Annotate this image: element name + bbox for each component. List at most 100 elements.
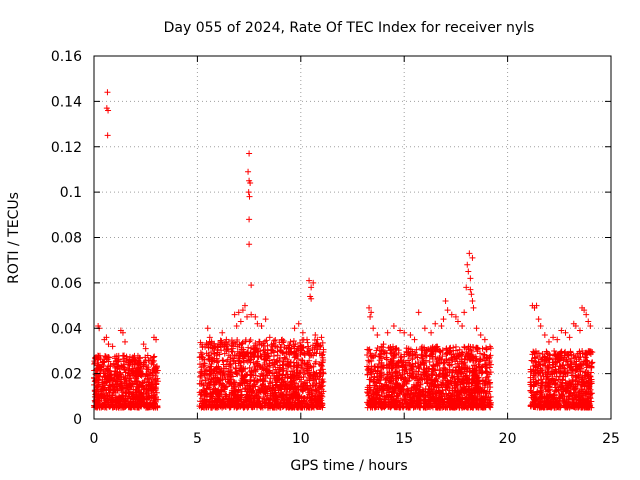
data-point (95, 363, 102, 370)
data-point (136, 398, 143, 405)
data-point (428, 329, 435, 336)
data-point (461, 309, 468, 316)
data-point (122, 338, 129, 345)
data-point (104, 89, 111, 96)
data-point (114, 387, 121, 394)
data-point (100, 358, 107, 365)
data-point (102, 389, 109, 396)
data-point (151, 385, 158, 392)
data-point (101, 376, 108, 383)
data-point (220, 357, 227, 364)
data-point (110, 404, 117, 411)
data-point (100, 402, 107, 409)
data-point (144, 376, 151, 383)
data-point (566, 334, 573, 341)
data-point (95, 373, 102, 380)
data-point (467, 275, 474, 282)
data-point (112, 358, 119, 365)
data-point (154, 378, 161, 385)
data-point (127, 395, 134, 402)
chart-title: Day 055 of 2024, Rate Of TEC Index for r… (164, 20, 535, 36)
data-point (374, 332, 381, 339)
data-point (237, 318, 244, 325)
data-point (464, 261, 471, 268)
data-point (95, 394, 102, 401)
data-point (99, 386, 106, 393)
data-point (477, 332, 484, 339)
data-point (134, 377, 141, 384)
data-point (125, 403, 132, 410)
data-point (262, 316, 269, 323)
data-point (204, 325, 211, 332)
y-tick-label: 0.08 (51, 231, 82, 247)
data-point (91, 378, 98, 385)
y-tick-label: 0.02 (51, 367, 82, 383)
data-point (131, 361, 138, 368)
data-point (150, 361, 157, 368)
y-tick-label: 0.1 (60, 185, 82, 201)
data-point (245, 344, 252, 351)
data-point (105, 354, 112, 360)
data-point (131, 404, 138, 411)
data-point (266, 360, 273, 367)
data-point (153, 369, 160, 376)
data-point (469, 298, 476, 305)
data-point (120, 361, 127, 368)
data-point (145, 404, 152, 411)
data-point (459, 322, 466, 329)
data-point (114, 378, 121, 385)
data-point (113, 396, 120, 403)
data-point (106, 403, 113, 410)
data-point (136, 387, 143, 394)
data-point (246, 193, 253, 200)
data-points (91, 89, 596, 411)
data-point (151, 391, 158, 398)
data-point (147, 354, 154, 361)
data-point (145, 382, 152, 389)
data-point (240, 355, 247, 362)
data-point (98, 395, 105, 402)
data-point (141, 377, 148, 384)
y-tick-label: 0 (73, 412, 82, 428)
data-point (208, 349, 215, 356)
data-point (432, 320, 439, 327)
data-point (390, 322, 397, 329)
x-tick-label: 15 (395, 431, 413, 447)
data-point (304, 336, 311, 343)
data-point (438, 322, 445, 329)
data-point (140, 379, 147, 386)
data-point (545, 338, 552, 345)
data-point (373, 347, 380, 354)
data-point (104, 366, 111, 373)
data-point (123, 355, 130, 362)
data-point (140, 363, 147, 370)
data-point (133, 358, 140, 365)
data-point (411, 336, 418, 343)
data-point (104, 398, 111, 405)
data-point (465, 268, 472, 275)
data-point (150, 369, 157, 376)
data-point (106, 382, 113, 389)
data-point (116, 383, 123, 390)
data-point (127, 399, 134, 406)
data-point (290, 338, 297, 345)
data-point (407, 332, 414, 339)
data-point (114, 373, 121, 380)
data-point (421, 325, 428, 332)
data-point (444, 307, 451, 314)
data-point (248, 282, 255, 289)
x-tick-label: 25 (602, 431, 620, 447)
data-point (219, 329, 226, 336)
data-point (103, 387, 110, 394)
data-point (246, 150, 253, 157)
data-point (245, 189, 252, 196)
data-point (120, 403, 127, 410)
data-point (535, 316, 542, 323)
data-point (106, 393, 113, 400)
data-point (121, 380, 128, 387)
data-point (450, 344, 457, 351)
data-point (130, 402, 137, 409)
data-point (154, 404, 161, 411)
data-point (263, 337, 270, 344)
